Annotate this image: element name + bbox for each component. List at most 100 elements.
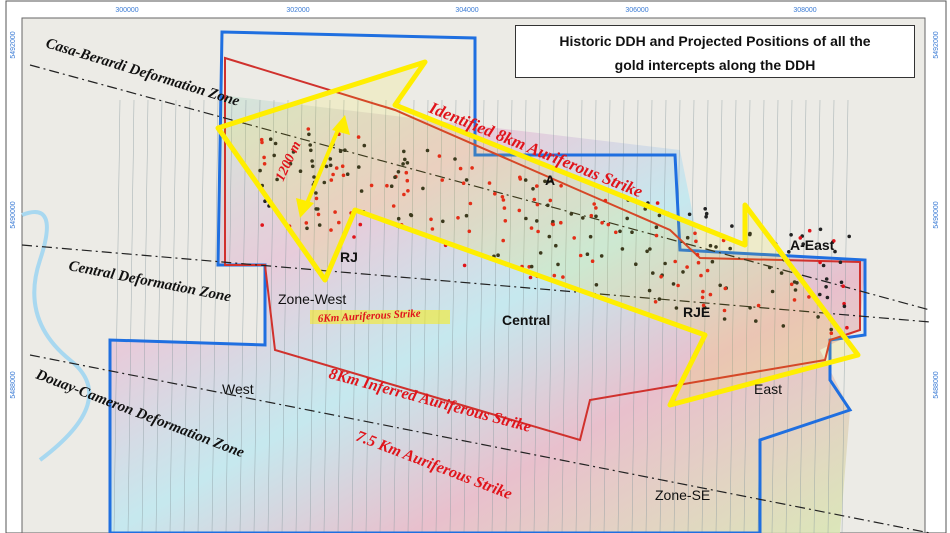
- drill-hole: [314, 196, 319, 201]
- drill-hole: [467, 229, 472, 234]
- grid-line: [225, 99, 233, 533]
- drill-hole: [535, 202, 540, 207]
- drill-hole: [673, 259, 677, 264]
- drill-hole: [501, 198, 506, 202]
- drill-hole: [458, 166, 463, 171]
- grid-line: [519, 99, 527, 533]
- drill-hole: [401, 162, 405, 166]
- tick-label: 5490000: [10, 201, 17, 228]
- drill-hole: [754, 319, 758, 323]
- drill-hole: [594, 206, 598, 210]
- grid-line: [113, 99, 121, 533]
- drill-hole: [548, 198, 553, 203]
- grid-line: [687, 99, 695, 533]
- drill-hole: [648, 247, 652, 251]
- drill-hole: [453, 157, 457, 161]
- drill-hole: [645, 249, 649, 254]
- drill-hole: [552, 273, 557, 278]
- drill-hole: [310, 164, 315, 169]
- drill-hole: [722, 317, 727, 321]
- area-label-zone-se: Zone-SE: [655, 487, 710, 503]
- title-line-1: Historic DDH and Projected Positions of …: [559, 33, 871, 49]
- drill-hole: [430, 227, 435, 231]
- drill-hole: [705, 268, 710, 273]
- tick-label: 5492000: [10, 31, 17, 58]
- grid-line: [589, 99, 597, 533]
- drill-hole: [722, 308, 727, 313]
- drill-hole: [787, 250, 791, 254]
- drill-hole: [524, 216, 528, 221]
- drill-hole: [396, 170, 401, 174]
- drill-hole: [356, 135, 361, 139]
- drill-hole: [328, 157, 333, 161]
- drill-hole: [685, 265, 689, 269]
- drill-hole: [651, 271, 655, 275]
- drill-hole: [655, 201, 660, 205]
- drill-hole: [535, 219, 539, 223]
- drill-hole: [468, 201, 473, 206]
- drill-hole: [842, 304, 847, 309]
- drill-hole: [316, 207, 320, 211]
- drill-hole: [543, 179, 547, 184]
- drill-hole: [362, 143, 367, 148]
- drill-hole: [538, 251, 543, 255]
- drill-hole: [493, 192, 497, 196]
- area-label-zone-west: Zone-West: [278, 291, 346, 307]
- drill-hole: [310, 159, 314, 163]
- drill-hole: [421, 186, 425, 191]
- drill-hole: [600, 221, 604, 225]
- drill-hole: [681, 270, 685, 274]
- drill-hole: [825, 295, 830, 300]
- drill-hole: [578, 253, 583, 258]
- drill-hole: [551, 222, 555, 227]
- drill-hole: [704, 211, 709, 216]
- drill-hole: [559, 220, 563, 225]
- drill-hole: [829, 327, 833, 332]
- drill-hole: [260, 140, 264, 145]
- drill-hole: [685, 235, 690, 240]
- drill-hole: [798, 236, 803, 240]
- strike-arrow: [215, 59, 861, 408]
- drill-hole: [594, 214, 598, 219]
- six-km-strike-label: 6Km Auriferous Strike: [318, 308, 421, 325]
- drill-hole: [789, 233, 793, 237]
- drill-hole: [824, 285, 828, 289]
- drill-hole: [262, 155, 266, 160]
- tick-label: 304000: [455, 7, 478, 14]
- drill-hole: [606, 222, 611, 227]
- drill-holes: [258, 127, 851, 336]
- drill-hole: [572, 236, 576, 240]
- drill-hole: [343, 148, 347, 152]
- drill-hole: [403, 157, 407, 162]
- drill-hole: [708, 292, 713, 297]
- grid-line: [253, 99, 261, 533]
- drill-hole: [258, 168, 262, 173]
- drill-hole: [345, 172, 350, 176]
- drill-hole: [625, 216, 629, 221]
- drill-hole: [710, 259, 715, 264]
- drill-hole: [352, 235, 356, 239]
- drill-hole: [503, 219, 508, 223]
- drill-hole: [536, 229, 540, 234]
- drill-hole: [795, 281, 799, 285]
- drill-hole: [322, 180, 327, 185]
- drill-hole: [581, 216, 585, 220]
- drill-hole: [324, 164, 329, 169]
- drill-hole: [833, 249, 837, 254]
- grid-line: [729, 99, 737, 533]
- drill-hole: [329, 178, 334, 182]
- drill-hole: [585, 252, 590, 256]
- drill-hole: [696, 260, 701, 265]
- drill-hole: [531, 187, 535, 191]
- drill-hole: [546, 179, 550, 184]
- property-boundary: [108, 30, 867, 533]
- drill-hole: [748, 306, 752, 310]
- drill-hole: [832, 239, 836, 243]
- river: [21, 210, 92, 462]
- tick-label: 5490000: [933, 201, 940, 228]
- drill-hole: [770, 289, 775, 294]
- drill-hole: [272, 153, 277, 158]
- drill-hole: [305, 226, 309, 231]
- drill-hole: [592, 202, 596, 206]
- tick-label: 306000: [625, 7, 648, 14]
